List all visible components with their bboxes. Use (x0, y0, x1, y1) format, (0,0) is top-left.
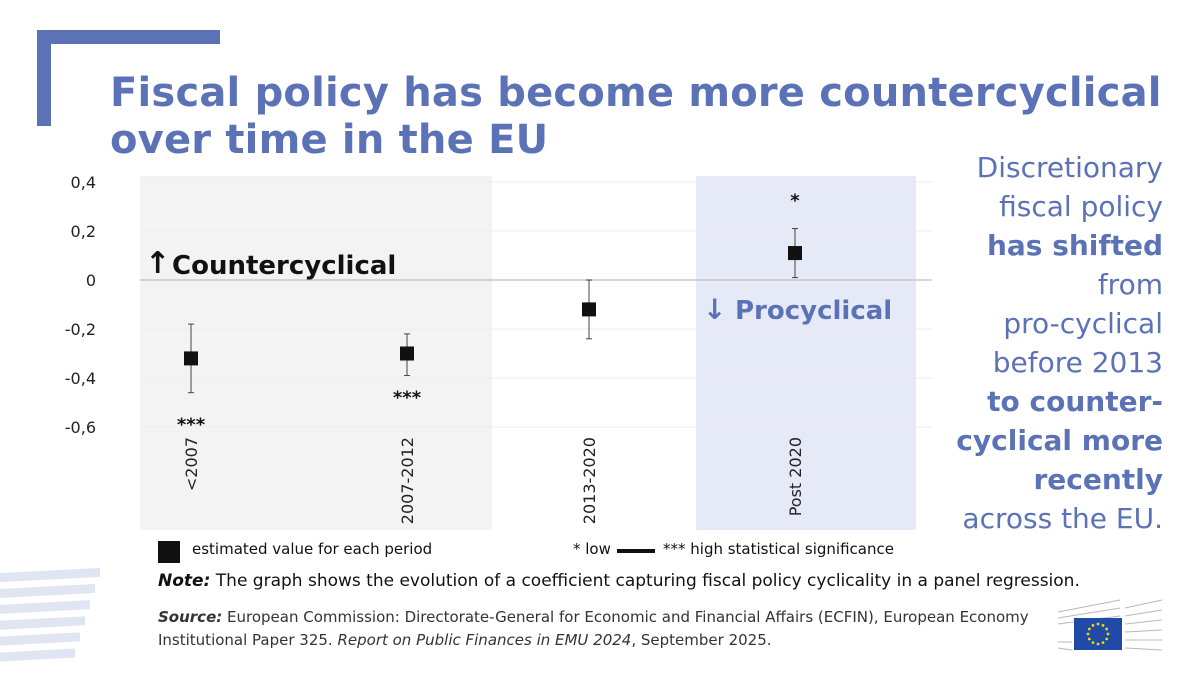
countercyclical-label: Countercyclical (172, 251, 396, 281)
corner-accent-vertical (37, 30, 51, 126)
x-tick-label: 2013-2020 (580, 437, 599, 524)
y-tick-label: -0,2 (65, 320, 96, 339)
side-line-8: cyclical more (956, 424, 1163, 457)
european-commission-logo (1057, 599, 1163, 651)
source-text-1: European Commission: Directorate-General… (158, 608, 1029, 649)
shaded-period (140, 176, 492, 530)
note-label: Note: (158, 571, 211, 591)
eu-star-icon (1091, 641, 1095, 645)
y-tick-label: 0,4 (71, 173, 96, 192)
arrow-up-icon: ↑ (145, 246, 170, 281)
y-tick-label: 0 (86, 271, 96, 290)
source-report-title: Report on Public Finances in EMU 2024 (337, 631, 632, 649)
x-tick-label: <2007 (182, 437, 201, 491)
eu-star-icon (1105, 627, 1109, 631)
data-point-marker (582, 302, 596, 317)
eu-star-icon (1105, 637, 1109, 641)
side-line-4: from (1097, 268, 1163, 301)
y-tick-label: -0,4 (65, 369, 96, 388)
data-point-marker (184, 351, 198, 366)
arrow-down-icon: ↓ (703, 293, 726, 326)
side-line-10: across the EU. (962, 502, 1163, 535)
y-tick-label: 0,2 (71, 222, 96, 241)
note: Note: The graph shows the evolution of a… (158, 571, 1080, 591)
eu-star-icon (1091, 623, 1095, 627)
note-text: The graph shows the evolution of a coeff… (210, 571, 1080, 591)
eu-star-icon (1101, 641, 1105, 645)
legend-sig-high: *** high statistical significance (663, 540, 894, 558)
legend-marker-square (158, 541, 180, 563)
significance-label: *** (177, 415, 206, 436)
eu-star-icon (1096, 622, 1100, 626)
shaded-period (696, 176, 916, 530)
side-line-1: Discretionary (976, 151, 1163, 184)
side-line-5: pro-cyclical (1003, 307, 1163, 340)
y-tick-label: -0,6 (65, 418, 96, 437)
significance-label: *** (393, 388, 422, 409)
side-line-6: before 2013 (992, 346, 1163, 379)
data-point-marker (788, 246, 802, 261)
source-text-2: , September 2025. (631, 631, 772, 649)
eu-star-icon (1086, 632, 1090, 636)
data-point-marker (400, 346, 414, 361)
procyclical-label: Procyclical (735, 296, 892, 326)
eu-star-icon (1101, 623, 1105, 627)
source: Source: European Commission: Directorate… (158, 606, 1038, 652)
legend-sig-low: * low (573, 540, 611, 558)
legend-significance-bar (617, 549, 655, 553)
eu-star-icon (1087, 637, 1091, 641)
legend-marker-label: estimated value for each period (192, 540, 433, 558)
decorative-stripes (0, 565, 120, 675)
side-line-3: has shifted (986, 229, 1163, 262)
significance-label: * (790, 191, 800, 212)
side-line-7: to counter- (987, 385, 1163, 418)
eu-star-icon (1096, 642, 1100, 646)
side-line-2: fiscal policy (999, 190, 1163, 223)
x-tick-label: 2007-2012 (398, 437, 417, 524)
x-tick-label: Post 2020 (786, 437, 805, 516)
page-title: Fiscal policy has become more countercyc… (110, 70, 1162, 163)
source-label: Source: (158, 608, 223, 626)
side-summary: Discretionary fiscal policy has shifted … (935, 148, 1163, 538)
eu-star-icon (1106, 632, 1110, 636)
side-line-9: recently (1033, 463, 1163, 496)
corner-accent-horizontal (37, 30, 220, 44)
eu-star-icon (1087, 627, 1091, 631)
